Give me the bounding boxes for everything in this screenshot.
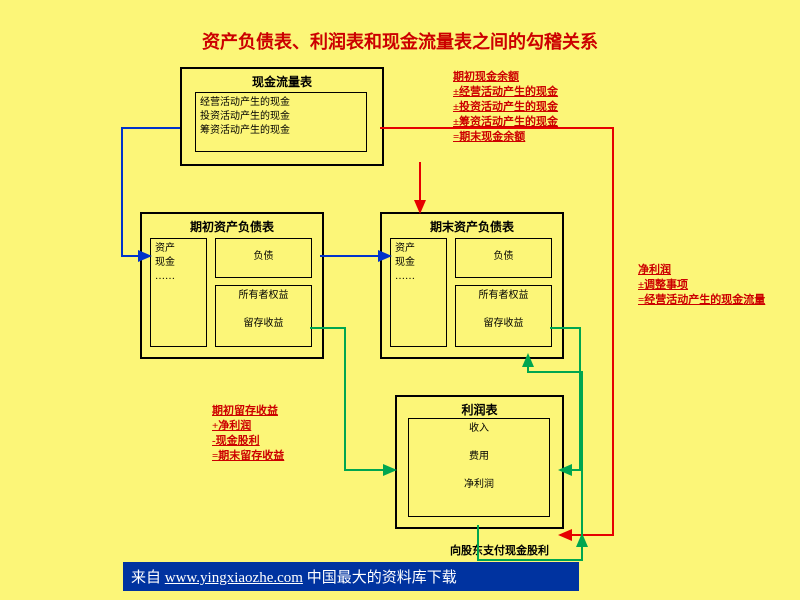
note-ni-to-cfo: 净利润±调整事项=经营活动产生的现金流量 <box>638 263 765 308</box>
note-re-rollfwd: 期初留存收益+净利润-现金股利=期末留存收益 <box>212 404 284 464</box>
footer-pre: 来自 <box>131 570 165 586</box>
bs-end-liab: 负债 <box>455 238 552 278</box>
bs-begin-equity: 所有者权益 留存收益 <box>215 285 312 347</box>
page-title: 资产负债表、利润表和现金流量表之间的勾稽关系 <box>0 28 800 54</box>
box-bs-begin-title: 期初资产负债表 <box>142 214 322 239</box>
footer-link[interactable]: www.yingxiaozhe.com <box>165 570 303 586</box>
note-cash-recon: 期初现金余额±经营活动产生的现金±投资活动产生的现金±筹资活动产生的现金=期末现… <box>453 70 558 145</box>
note-dividend: 向股东支付现金股利 <box>450 544 549 559</box>
footer-banner: 来自 www.yingxiaozhe.com 中国最大的资料库下载 <box>123 562 579 591</box>
box-cash-flow-inner: 经营活动产生的现金投资活动产生的现金筹资活动产生的现金 <box>195 92 367 152</box>
box-income-inner: 收入 费用 净利润 <box>408 418 550 517</box>
bs-end-assets: 资产现金…… <box>390 238 447 347</box>
box-bs-end-title: 期末资产负债表 <box>382 214 562 239</box>
bs-end-equity: 所有者权益 留存收益 <box>455 285 552 347</box>
box-cash-flow-title: 现金流量表 <box>182 69 382 94</box>
bs-begin-assets: 资产现金…… <box>150 238 207 347</box>
footer-post: 中国最大的资料库下载 <box>303 570 457 586</box>
bs-begin-liab: 负债 <box>215 238 312 278</box>
